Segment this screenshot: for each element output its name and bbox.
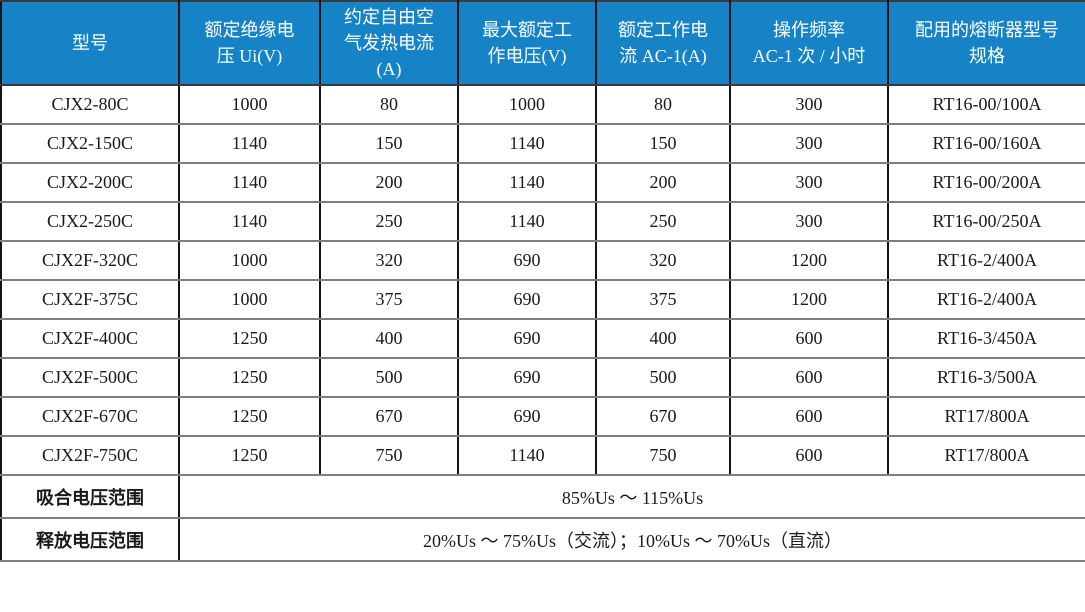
value-cell: 690 (457, 396, 597, 438)
value-cell: 670 (595, 396, 731, 438)
value-cell: 320 (595, 240, 731, 282)
dropout-voltage-range-label: 释放电压范围 (0, 517, 180, 563)
value-cell: RT16-00/250A (887, 201, 1085, 243)
value-cell: 250 (595, 201, 731, 243)
value-cell: 690 (457, 279, 597, 321)
value-cell: 1250 (178, 357, 321, 399)
dropout-voltage-range-value: 20%Us ～ 75%Us（交流）；10%Us ～ 70%Us（直流） (178, 517, 1085, 563)
value-cell: 400 (595, 318, 731, 360)
table-body: CJX2-80C 1000 80 1000 80 300 RT16-00/100A CJX2-… (0, 84, 1085, 477)
value-cell: 300 (729, 162, 889, 204)
header-rated-insulation-voltage: 额定绝缘电 压 Ui(V) (178, 0, 321, 87)
value-cell: RT16-00/100A (887, 84, 1085, 126)
value-cell: 200 (595, 162, 731, 204)
value-cell: 1140 (457, 123, 597, 165)
table-row: CJX2-80C 1000 80 1000 80 300 RT16-00/100A (0, 84, 1085, 126)
table-row: CJX2F-500C 1250 500 690 500 600 RT16-3/500A (0, 357, 1085, 399)
value-cell: 600 (729, 357, 889, 399)
value-cell: 1250 (178, 318, 321, 360)
table-row: CJX2F-670C 1250 670 690 670 600 RT17/800A (0, 396, 1085, 438)
table-row: CJX2F-750C 1250 750 1140 750 600 RT17/800A (0, 435, 1085, 477)
value-cell: 690 (457, 240, 597, 282)
value-cell: 1250 (178, 396, 321, 438)
value-cell: 1140 (178, 123, 321, 165)
model-cell: CJX2F-750C (0, 435, 180, 477)
value-cell: RT16-2/400A (887, 240, 1085, 282)
value-cell: 500 (319, 357, 459, 399)
pickup-voltage-range-label: 吸合电压范围 (0, 474, 180, 520)
table-footer: 吸合电压范围 85%Us ～ 115%Us 释放电压范围 20%Us ～ 75%… (0, 474, 1085, 563)
value-cell: 375 (319, 279, 459, 321)
value-cell: 1140 (178, 162, 321, 204)
value-cell: 1250 (178, 435, 321, 477)
table-row: CJX2-200C 1140 200 1140 200 300 RT16-00/200A (0, 162, 1085, 204)
table-row: CJX2F-375C 1000 375 690 375 1200 RT16-2/400A (0, 279, 1085, 321)
value-cell: 300 (729, 201, 889, 243)
table-row: CJX2-150C 1140 150 1140 150 300 RT16-00/160A (0, 123, 1085, 165)
value-cell: 500 (595, 357, 731, 399)
table-row: CJX2-250C 1140 250 1140 250 300 RT16-00/250A (0, 201, 1085, 243)
value-cell: 750 (595, 435, 731, 477)
value-cell: RT16-00/160A (887, 123, 1085, 165)
value-cell: 150 (595, 123, 731, 165)
value-cell: 690 (457, 318, 597, 360)
header-max-rated-operational-voltage: 最大额定工 作电压(V) (457, 0, 597, 87)
value-cell: 80 (595, 84, 731, 126)
model-cell: CJX2-250C (0, 201, 180, 243)
contactor-spec-table: 型号 额定绝缘电 压 Ui(V) 约定自由空 气发热电流 (A) 最大额定工 作… (0, 0, 1085, 563)
model-cell: CJX2-80C (0, 84, 180, 126)
value-cell: 300 (729, 123, 889, 165)
dropout-voltage-row: 释放电压范围 20%Us ～ 75%Us（交流）；10%Us ～ 70%Us（直… (0, 517, 1085, 563)
value-cell: 600 (729, 318, 889, 360)
value-cell: RT16-2/400A (887, 279, 1085, 321)
value-cell: 1140 (178, 201, 321, 243)
value-cell: 400 (319, 318, 459, 360)
value-cell: 200 (319, 162, 459, 204)
table-header: 型号 额定绝缘电 压 Ui(V) 约定自由空 气发热电流 (A) 最大额定工 作… (0, 0, 1085, 87)
value-cell: RT16-3/500A (887, 357, 1085, 399)
pickup-voltage-row: 吸合电压范围 85%Us ～ 115%Us (0, 474, 1085, 520)
value-cell: 600 (729, 396, 889, 438)
value-cell: 750 (319, 435, 459, 477)
value-cell: RT17/800A (887, 396, 1085, 438)
value-cell: 1000 (178, 279, 321, 321)
value-cell: 375 (595, 279, 731, 321)
header-rated-operational-current-ac1: 额定工作电 流 AC-1(A) (595, 0, 731, 87)
header-model: 型号 (0, 0, 180, 87)
value-cell: 1140 (457, 162, 597, 204)
table-row: CJX2F-320C 1000 320 690 320 1200 RT16-2/400A (0, 240, 1085, 282)
value-cell: 690 (457, 357, 597, 399)
value-cell: 600 (729, 435, 889, 477)
model-cell: CJX2-150C (0, 123, 180, 165)
value-cell: 1200 (729, 240, 889, 282)
model-cell: CJX2F-670C (0, 396, 180, 438)
model-cell: CJX2F-400C (0, 318, 180, 360)
header-operating-frequency: 操作频率 AC-1 次 / 小时 (729, 0, 889, 87)
header-matching-fuse-model: 配用的熔断器型号 规格 (887, 0, 1085, 87)
value-cell: 80 (319, 84, 459, 126)
value-cell: 670 (319, 396, 459, 438)
value-cell: 1000 (178, 84, 321, 126)
value-cell: 250 (319, 201, 459, 243)
table-row: CJX2F-400C 1250 400 690 400 600 RT16-3/450A (0, 318, 1085, 360)
header-conventional-free-air-thermal-current: 约定自由空 气发热电流 (A) (319, 0, 459, 87)
value-cell: 1000 (178, 240, 321, 282)
value-cell: 1000 (457, 84, 597, 126)
value-cell: 1200 (729, 279, 889, 321)
model-cell: CJX2F-375C (0, 279, 180, 321)
value-cell: 320 (319, 240, 459, 282)
value-cell: RT16-3/450A (887, 318, 1085, 360)
header-row: 型号 额定绝缘电 压 Ui(V) 约定自由空 气发热电流 (A) 最大额定工 作… (0, 0, 1085, 87)
value-cell: 1140 (457, 435, 597, 477)
model-cell: CJX2-200C (0, 162, 180, 204)
value-cell: RT16-00/200A (887, 162, 1085, 204)
value-cell: 1140 (457, 201, 597, 243)
model-cell: CJX2F-500C (0, 357, 180, 399)
pickup-voltage-range-value: 85%Us ～ 115%Us (178, 474, 1085, 520)
value-cell: 150 (319, 123, 459, 165)
value-cell: 300 (729, 84, 889, 126)
model-cell: CJX2F-320C (0, 240, 180, 282)
value-cell: RT17/800A (887, 435, 1085, 477)
